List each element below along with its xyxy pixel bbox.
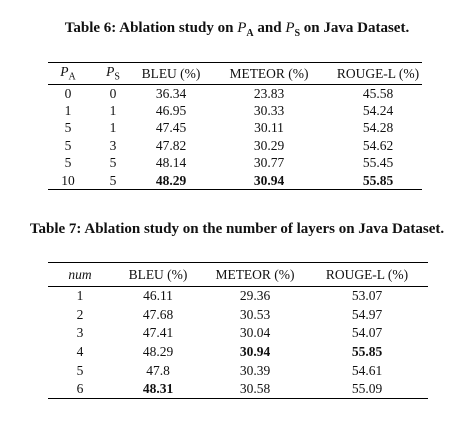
header-cell: METEOR (%) bbox=[215, 266, 295, 282]
caption-text: on Java Dataset. bbox=[303, 20, 410, 36]
cell: 30.58 bbox=[239, 381, 271, 397]
cell: 46.95 bbox=[155, 102, 187, 118]
caption: Table 6: Ablation study on PA and PS on … bbox=[0, 20, 474, 39]
header-cell: ROUGE-L (%) bbox=[336, 65, 420, 81]
subscript: A bbox=[246, 28, 254, 39]
header-cell: PS bbox=[88, 63, 138, 85]
cell: 48.29 bbox=[142, 343, 174, 359]
cell: 30.39 bbox=[239, 362, 271, 378]
row: 5 1 47.45 30.11 54.28 bbox=[48, 120, 422, 138]
cell: 23.83 bbox=[253, 85, 285, 101]
row: 2 47.68 30.53 54.97 bbox=[48, 305, 428, 324]
header-cell: BLEU (%) bbox=[141, 65, 201, 81]
cell: 1 bbox=[64, 102, 72, 118]
cell: 55.09 bbox=[351, 381, 383, 397]
header-row: num BLEU (%) METEOR (%) ROUGE-L (%) bbox=[48, 262, 428, 287]
table: num BLEU (%) METEOR (%) ROUGE-L (%) 1 46.… bbox=[48, 262, 428, 399]
cell: 54.28 bbox=[362, 120, 394, 136]
cell: 0 bbox=[64, 85, 72, 101]
cell: 30.94 bbox=[253, 172, 285, 188]
cell: 47.45 bbox=[155, 120, 187, 136]
cell: 5 bbox=[109, 155, 117, 171]
cell: 54.97 bbox=[351, 306, 383, 322]
cell: 47.8 bbox=[146, 362, 170, 378]
cell: 55.85 bbox=[362, 172, 394, 188]
cell: 54.07 bbox=[351, 325, 383, 341]
caption-label: Table 6: bbox=[64, 20, 117, 36]
row: 5 47.8 30.39 54.61 bbox=[48, 361, 428, 380]
cell: 30.94 bbox=[239, 343, 271, 359]
cell: 36.34 bbox=[155, 85, 187, 101]
cell: 6 bbox=[76, 381, 84, 397]
caption-text: Ablation study on the number of layers o… bbox=[84, 221, 445, 237]
cell: 45.58 bbox=[362, 85, 394, 101]
header-cell: num bbox=[48, 263, 112, 287]
cell: 47.82 bbox=[155, 137, 187, 153]
cell: 54.62 bbox=[362, 137, 394, 153]
cell: 5 bbox=[76, 362, 84, 378]
cell: 48.14 bbox=[155, 155, 187, 171]
cell: 1 bbox=[76, 288, 84, 304]
subscript: A bbox=[68, 71, 76, 83]
header-row: PA PS BLEU (%) METEOR (%) ROUGE-L (%) bbox=[48, 62, 422, 85]
cell: 54.24 bbox=[362, 102, 394, 118]
symbol: P bbox=[60, 64, 69, 80]
cell: 48.29 bbox=[155, 172, 187, 188]
cell: 10 bbox=[61, 172, 75, 188]
symbol: P bbox=[106, 64, 115, 80]
cell: 5 bbox=[64, 120, 72, 136]
row: 0 0 36.34 23.83 45.58 bbox=[48, 85, 422, 103]
cell: 1 bbox=[109, 102, 117, 118]
cell: 53.07 bbox=[351, 288, 383, 304]
header-cell: ROUGE-L (%) bbox=[325, 266, 409, 282]
cell: 30.77 bbox=[253, 155, 285, 171]
row: 1 46.11 29.36 53.07 bbox=[48, 287, 428, 306]
header-cell: PA bbox=[48, 63, 88, 85]
cell: 0 bbox=[109, 85, 117, 101]
subscript: S bbox=[294, 28, 301, 39]
row: 4 48.29 30.94 55.85 bbox=[48, 343, 428, 362]
header-cell: BLEU (%) bbox=[128, 266, 188, 282]
cell: 54.61 bbox=[351, 362, 383, 378]
caption-text: and bbox=[257, 20, 282, 36]
row: 5 5 48.14 30.77 55.45 bbox=[48, 155, 422, 173]
cell: 47.68 bbox=[142, 306, 174, 322]
cell: 55.85 bbox=[351, 343, 383, 359]
symbol: num bbox=[68, 266, 92, 282]
row: 5 3 47.82 30.29 54.62 bbox=[48, 137, 422, 155]
cell: 55.45 bbox=[362, 155, 394, 171]
symbol: P bbox=[285, 20, 295, 36]
row: 1 1 46.95 30.33 54.24 bbox=[48, 102, 422, 120]
cell: 3 bbox=[76, 325, 84, 341]
row: 10 5 48.29 30.94 55.85 bbox=[48, 172, 422, 190]
cell: 5 bbox=[64, 137, 72, 153]
cell: 48.31 bbox=[142, 381, 174, 397]
cell: 1 bbox=[109, 120, 117, 136]
cell: 2 bbox=[76, 306, 84, 322]
cell: 30.33 bbox=[253, 102, 285, 118]
cell: 30.29 bbox=[253, 137, 285, 153]
row: 3 47.41 30.04 54.07 bbox=[48, 324, 428, 343]
cell: 30.04 bbox=[239, 325, 271, 341]
cell: 46.11 bbox=[143, 288, 173, 304]
cell: 29.36 bbox=[239, 288, 271, 304]
subscript: S bbox=[114, 71, 120, 83]
cell: 30.11 bbox=[254, 120, 284, 136]
cell: 4 bbox=[76, 343, 84, 359]
cell: 5 bbox=[64, 155, 72, 171]
caption: Table 7: Ablation study on the number of… bbox=[0, 221, 474, 238]
row: 6 48.31 30.58 55.09 bbox=[48, 380, 428, 399]
cell: 47.41 bbox=[142, 325, 174, 341]
header-cell: METEOR (%) bbox=[229, 65, 309, 81]
symbol: P bbox=[237, 20, 247, 36]
cell: 30.53 bbox=[239, 306, 271, 322]
caption-text: Ablation study on bbox=[119, 20, 234, 36]
cell: 3 bbox=[109, 137, 117, 153]
cell: 5 bbox=[109, 172, 117, 188]
caption-label: Table 7: bbox=[29, 221, 82, 237]
